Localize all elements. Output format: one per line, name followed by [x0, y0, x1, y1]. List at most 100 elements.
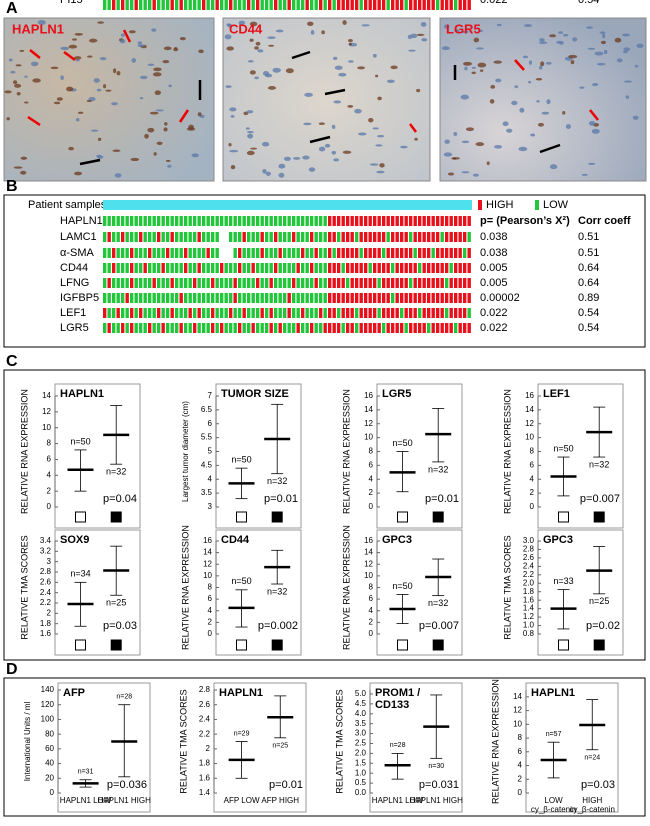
- cell: [464, 66, 468, 71]
- cell: [541, 111, 550, 115]
- micrograph: [222, 17, 431, 182]
- heatmap-cell: [269, 0, 273, 10]
- n-label: n=32: [267, 476, 287, 486]
- heatmap-cell: [193, 216, 197, 226]
- image-label: HAPLN1: [12, 21, 64, 36]
- arrow: [29, 49, 41, 59]
- heatmap-cell: [116, 248, 120, 258]
- heatmap-cell: [319, 323, 323, 333]
- y-tick-label: 6: [518, 747, 523, 756]
- heatmap-cell: [305, 293, 309, 303]
- heatmap-cell: [148, 0, 152, 10]
- heatmap-cell: [323, 248, 327, 258]
- heatmap-cell: [368, 308, 372, 318]
- heatmap-cell: [125, 293, 129, 303]
- heatmap-cell: [260, 278, 264, 288]
- cell: [540, 61, 545, 67]
- heatmap-cell: [355, 323, 359, 333]
- y-tick-label: 0: [208, 629, 213, 638]
- heatmap-cell: [107, 232, 111, 242]
- cell: [16, 92, 21, 96]
- heatmap-cell: [274, 232, 278, 242]
- n-label: n=24: [584, 755, 600, 762]
- y-tick-label: 0: [530, 502, 535, 511]
- heatmap-cell: [445, 263, 449, 273]
- heatmap-cell: [220, 293, 224, 303]
- heatmap-cell: [166, 308, 170, 318]
- heatmap-cell: [364, 216, 368, 226]
- cell: [162, 59, 170, 64]
- heatmap-cell: [368, 278, 372, 288]
- p-label: p=0.007: [419, 620, 459, 632]
- cell: [262, 168, 267, 174]
- cell: [591, 83, 599, 87]
- cell: [97, 21, 104, 24]
- heatmap-cell: [215, 248, 219, 258]
- cell: [168, 84, 172, 88]
- y-tick-label: 2: [369, 488, 374, 497]
- heatmap-cell: [364, 248, 368, 258]
- heatmap-cell: [301, 248, 305, 258]
- heatmap-cell: [206, 0, 210, 10]
- heatmap-cell: [161, 232, 165, 242]
- heatmap-cell: [229, 0, 233, 10]
- plot-frame: [54, 529, 141, 656]
- cell: [496, 23, 502, 27]
- heatmap-cell: [148, 232, 152, 242]
- heatmap-cell: [193, 293, 197, 303]
- cell: [257, 49, 264, 53]
- heatmap-cell: [202, 216, 206, 226]
- heatmap-cell: [139, 293, 143, 303]
- heatmap-cell: [103, 0, 107, 10]
- cell: [8, 58, 13, 62]
- heatmap-cell: [103, 232, 107, 242]
- heatmap-cell: [125, 308, 129, 318]
- heatmap-cell: [292, 263, 296, 273]
- cell: [588, 162, 596, 165]
- arrow: [79, 158, 101, 166]
- y-tick-label: 6: [530, 460, 535, 469]
- heatmap-cell: [148, 293, 152, 303]
- cell: [278, 163, 286, 169]
- y-tick-label: 10: [203, 571, 212, 580]
- cell: [410, 33, 418, 39]
- y-tick-label: 16: [525, 391, 534, 400]
- heatmap-cell: [445, 278, 449, 288]
- heatmap-cell: [188, 323, 192, 333]
- x-tick-label: HAPLN1 LOW: [60, 796, 112, 805]
- heatmap-cell: [292, 0, 296, 10]
- heatmap-cell: [382, 278, 386, 288]
- heatmap-cell: [413, 323, 417, 333]
- heatmap-cell: [319, 278, 323, 288]
- heatmap-cell: [386, 232, 390, 242]
- cell: [120, 33, 125, 37]
- cell: [568, 54, 578, 59]
- heatmap-cell: [445, 308, 449, 318]
- cell: [262, 71, 270, 76]
- arrow: [291, 50, 311, 60]
- heatmap-cell: [211, 323, 215, 333]
- y-tick-label: 6.5: [201, 405, 213, 414]
- heatmap-cell: [368, 293, 372, 303]
- heatmap-cell: [314, 293, 318, 303]
- cell: [60, 75, 64, 81]
- y-tick-label: 4: [369, 474, 374, 483]
- heatmap-cell: [409, 308, 413, 318]
- cell: [333, 158, 340, 162]
- heatmap-cell: [454, 263, 458, 273]
- heatmap-cell: [373, 278, 377, 288]
- heatmap-cell: [364, 323, 368, 333]
- heatmap-cell: [427, 232, 431, 242]
- cell: [528, 80, 532, 84]
- heatmap-cell: [364, 232, 368, 242]
- heatmap-cell: [283, 216, 287, 226]
- heatmap-cell: [368, 263, 372, 273]
- cell: [622, 50, 628, 54]
- arrow: [63, 50, 76, 62]
- heatmap-cell: [332, 263, 336, 273]
- heatmap-cell: [161, 323, 165, 333]
- heatmap-cell: [319, 0, 323, 10]
- heatmap-cell: [359, 308, 363, 318]
- heatmap-cell: [386, 263, 390, 273]
- cell: [522, 55, 528, 59]
